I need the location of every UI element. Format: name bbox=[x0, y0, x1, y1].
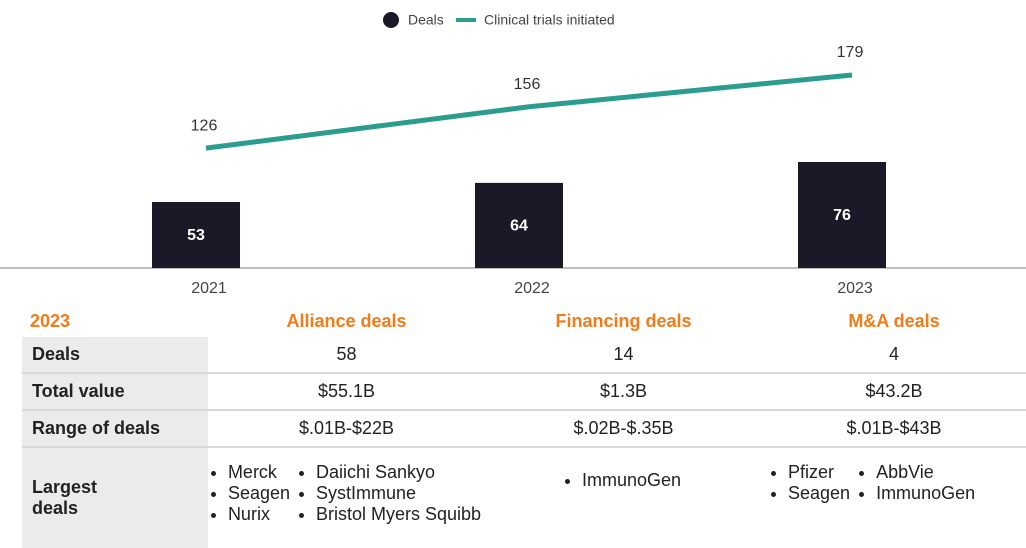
deal-item: ImmunoGen bbox=[582, 470, 681, 491]
x-tick-label: 2021 bbox=[191, 280, 227, 297]
table-row: Largest dealsMerckSeagenNurixDaiichi San… bbox=[22, 448, 1026, 548]
table-cell: 58 bbox=[336, 344, 357, 364]
header-cell: Alliance deals bbox=[286, 310, 407, 331]
line bbox=[205, 72, 853, 151]
table-cell: $55.1B bbox=[317, 381, 376, 401]
x-tick-label: 2022 bbox=[514, 280, 550, 297]
chart: Deals Clinical trials initiated 2021 2022 20… bbox=[0, 12, 1026, 297]
deal-item: Pfizer bbox=[788, 462, 850, 483]
table-cell: $.01B-$22B bbox=[298, 418, 395, 438]
line-label: 179 bbox=[837, 44, 864, 61]
bar bbox=[475, 182, 563, 268]
header-cell: M&A deals bbox=[848, 310, 940, 331]
deal-list: Daiichi SankyoSystImmuneBristol Myers Sq… bbox=[300, 462, 481, 525]
deal-item: AbbVie bbox=[876, 462, 975, 483]
legend-marker bbox=[383, 12, 399, 28]
table-row: Total value $55.1B $1.3B $43.2B bbox=[22, 374, 1026, 411]
row-label: Largest deals bbox=[22, 448, 208, 548]
deal-item: Seagen bbox=[228, 483, 290, 504]
deal-lists: PfizerSeagenAbbVieImmunoGen bbox=[772, 462, 975, 504]
table-cell: PfizerSeagenAbbVieImmunoGen bbox=[762, 448, 1026, 548]
table-row: Deals 58 14 4 bbox=[22, 337, 1026, 374]
table-row: Range of deals $.01B-$22B $.02B-$.35B $.01B… bbox=[22, 411, 1026, 448]
bar bbox=[152, 202, 240, 268]
row-label: Range of deals bbox=[22, 411, 208, 446]
line-label: 156 bbox=[514, 76, 541, 93]
row-label: Total value bbox=[22, 374, 208, 409]
line-label: 126 bbox=[191, 117, 218, 134]
deal-item: SystImmune bbox=[316, 483, 481, 504]
deal-lists: MerckSeagenNurixDaiichi SankyoSystImmune… bbox=[212, 462, 481, 525]
deal-lists: ImmunoGen bbox=[566, 470, 681, 491]
deal-item: Merck bbox=[228, 462, 290, 483]
legend-label: Deals bbox=[408, 12, 444, 28]
header-cell: Financing deals bbox=[555, 310, 692, 331]
deal-item: Bristol Myers Squibb bbox=[316, 504, 481, 525]
table-cell: 14 bbox=[613, 344, 634, 364]
table-cell: ImmunoGen bbox=[485, 448, 762, 548]
table-cell: MerckSeagenNurixDaiichi SankyoSystImmune… bbox=[208, 448, 485, 548]
bar-label: 53 bbox=[187, 227, 205, 244]
deal-list: AbbVieImmunoGen bbox=[860, 462, 975, 504]
table-cell: 4 bbox=[888, 344, 899, 364]
table-cell: $43.2B bbox=[865, 381, 923, 401]
legend-label: Clinical trials initiated bbox=[484, 12, 615, 28]
x-tick-label: 2023 bbox=[837, 280, 873, 297]
deal-item: Nurix bbox=[228, 504, 290, 525]
deal-list: MerckSeagenNurix bbox=[212, 462, 290, 525]
bar bbox=[798, 162, 886, 268]
table-cell: $.02B-$.35B bbox=[573, 418, 674, 438]
table: 2023 Alliance deals Financing deals M&A dea… bbox=[22, 305, 1026, 548]
deal-list: ImmunoGen bbox=[566, 470, 681, 491]
bar-label: 64 bbox=[510, 218, 528, 235]
deal-item: Seagen bbox=[788, 483, 850, 504]
header-row: 2023 Alliance deals Financing deals M&A dea… bbox=[22, 305, 1026, 337]
deal-item: Daiichi Sankyo bbox=[316, 462, 481, 483]
table-cell: $.01B-$43B bbox=[846, 418, 942, 438]
header-cell: 2023 bbox=[30, 310, 71, 331]
table-cell: $1.3B bbox=[599, 381, 648, 401]
deal-list: PfizerSeagen bbox=[772, 462, 850, 504]
bar-label: 76 bbox=[833, 207, 851, 224]
deal-item: ImmunoGen bbox=[876, 483, 975, 504]
row-label: Deals bbox=[22, 337, 208, 372]
